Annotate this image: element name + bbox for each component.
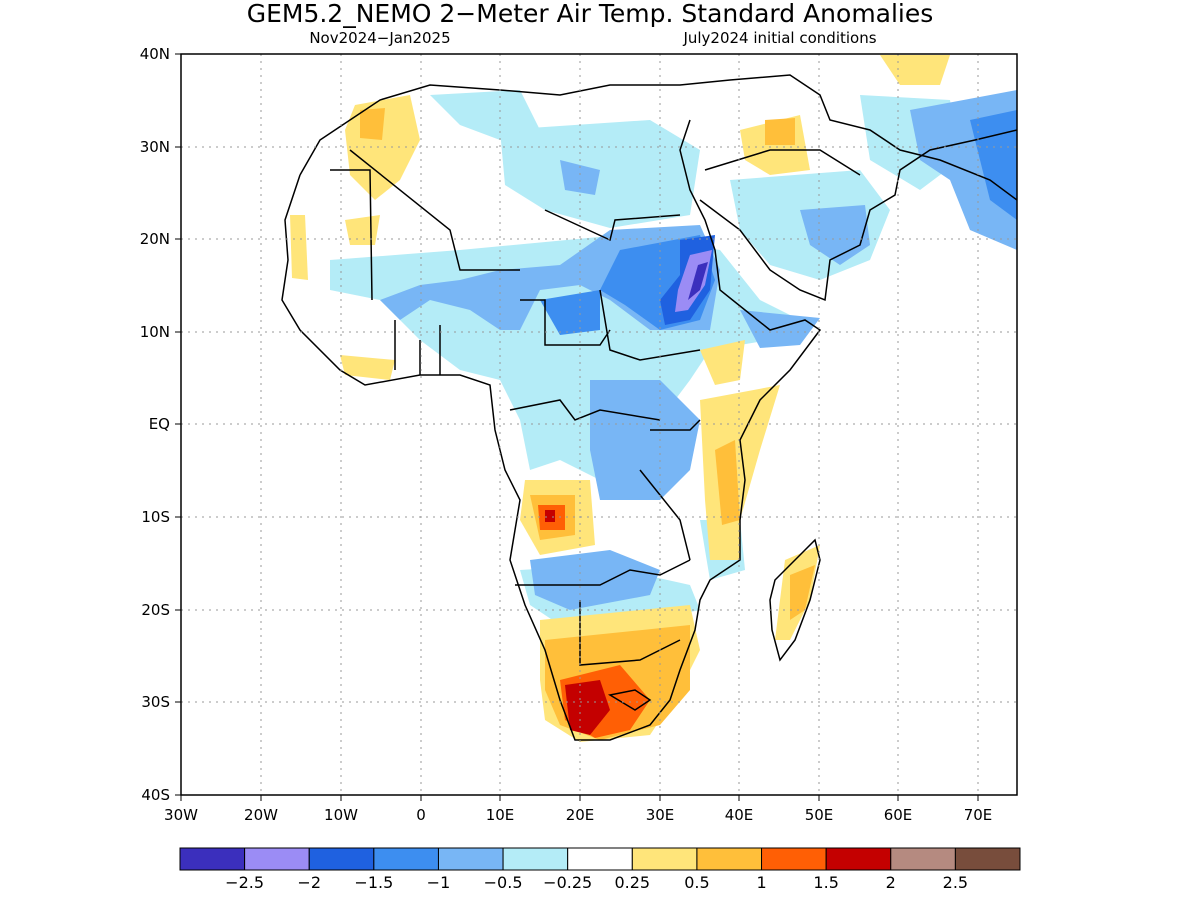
colorbar-label: 1 xyxy=(756,873,766,892)
plot-area xyxy=(181,54,1017,795)
colorbar-label: 2.5 xyxy=(943,873,968,892)
coastlines xyxy=(281,74,1017,741)
lon-label-10e: 10E xyxy=(486,806,515,824)
latitude-ticks: 40N 30N 20N 10N EQ 10S 20S 30S 40S xyxy=(140,45,181,804)
lon-label-30w: 30W xyxy=(164,806,198,824)
lon-label-50e: 50E xyxy=(805,806,834,824)
lon-label-20e: 20E xyxy=(566,806,595,824)
lat-label-20n: 20N xyxy=(140,230,170,248)
colorbar-label: −1 xyxy=(427,873,451,892)
lat-label-eq: EQ xyxy=(149,415,170,433)
lat-label-30s: 30S xyxy=(141,693,170,711)
colorbar-label: −2 xyxy=(297,873,321,892)
lat-label-10s: 10S xyxy=(141,508,170,526)
colorbar-swatch xyxy=(308,847,375,871)
initial-conditions: July2024 initial conditions xyxy=(682,29,876,47)
colorbar-label: 2 xyxy=(886,873,896,892)
colorbar-swatch xyxy=(502,847,569,871)
colorbar: −2.5 −2 −1.5 −1 −0.5 −0.25 0.25 0.5 1 1.5 2 2.5 xyxy=(179,847,1021,892)
longitude-ticks: 30W 20W 10W 0 10E 20E 30E 40E 50E 60E 70… xyxy=(164,795,992,824)
colorbar-swatch xyxy=(631,847,698,871)
lon-label-10w: 10W xyxy=(324,806,358,824)
colorbar-swatch xyxy=(179,847,246,871)
colorbar-swatch xyxy=(567,847,633,871)
colorbar-label: 0.5 xyxy=(684,873,709,892)
lat-label-30n: 30N xyxy=(140,138,170,156)
grid-lines xyxy=(181,54,1017,795)
colorbar-swatch xyxy=(825,847,892,871)
colorbar-swatch xyxy=(437,847,504,871)
colorbar-swatch xyxy=(890,847,956,871)
lon-label-60e: 60E xyxy=(884,806,913,824)
colorbar-swatch xyxy=(244,847,310,871)
lon-label-0: 0 xyxy=(416,806,426,824)
lat-label-10n: 10N xyxy=(140,323,170,341)
colorbar-label: −2.5 xyxy=(225,873,264,892)
forecast-period: Nov2024−Jan2025 xyxy=(309,29,450,47)
colorbar-swatch xyxy=(954,847,1021,871)
colorbar-label: −1.5 xyxy=(354,873,393,892)
lon-label-20w: 20W xyxy=(244,806,278,824)
lat-label-40s: 40S xyxy=(141,786,170,804)
colorbar-swatch xyxy=(761,847,827,871)
lon-label-40e: 40E xyxy=(725,806,754,824)
anomaly-shading xyxy=(290,55,1017,742)
lat-label-40n: 40N xyxy=(140,45,170,63)
lon-label-70e: 70E xyxy=(964,806,993,824)
colorbar-swatch xyxy=(373,847,439,871)
map-title: GEM5.2_NEMO 2−Meter Air Temp. Standard A… xyxy=(247,0,934,28)
colorbar-label: −0.5 xyxy=(484,873,523,892)
colorbar-label: 0.25 xyxy=(614,873,650,892)
lon-label-30e: 30E xyxy=(646,806,675,824)
colorbar-label: −0.25 xyxy=(543,873,592,892)
colorbar-swatch xyxy=(696,847,763,871)
lat-label-20s: 20S xyxy=(141,601,170,619)
colorbar-label: 1.5 xyxy=(813,873,838,892)
